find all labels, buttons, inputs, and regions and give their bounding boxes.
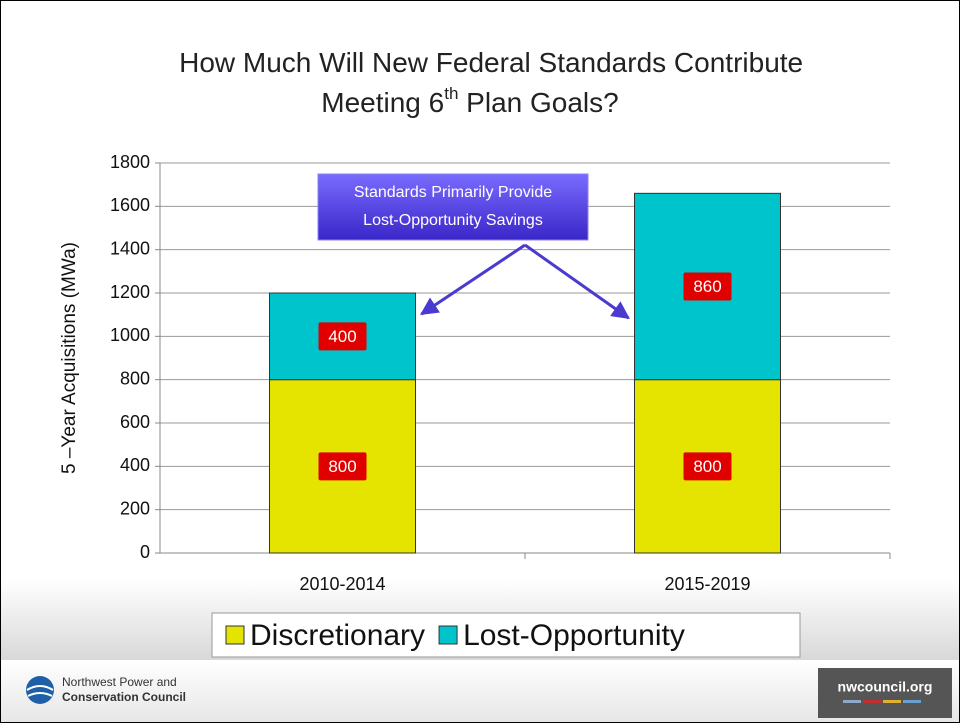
y-tick-label: 400	[120, 455, 150, 475]
chart-title: How Much Will New Federal Standards Cont…	[179, 47, 811, 118]
annotation-text: Lost-Opportunity Savings	[363, 212, 543, 229]
title-line: Meeting 6	[321, 87, 444, 118]
data-label: 400	[328, 327, 356, 346]
y-tick-label: 600	[120, 412, 150, 432]
data-label-box	[683, 452, 732, 481]
y-tick-label: 200	[120, 498, 150, 518]
data-label: 860	[693, 277, 721, 296]
data-label-box	[318, 322, 367, 351]
y-tick-label: 1200	[110, 282, 150, 302]
logo-waves	[26, 685, 54, 697]
footer-logo: Northwest Power and Conservation Council	[26, 675, 186, 704]
data-label-box	[683, 272, 732, 301]
y-tick-label: 1600	[110, 195, 150, 215]
data-label: 800	[693, 457, 721, 476]
stripe	[883, 700, 901, 703]
annotation-arrow	[524, 243, 630, 320]
y-tick-label: 0	[140, 542, 150, 562]
stripe	[863, 700, 881, 703]
logo-icon	[26, 676, 54, 704]
y-tick-label: 800	[120, 368, 150, 388]
data-label-box	[318, 452, 367, 481]
legend-swatch	[438, 625, 458, 645]
org-name: Northwest Power and	[62, 675, 177, 689]
annotation-arrow	[420, 243, 526, 316]
x-tick-label: 2010-2014	[299, 574, 385, 594]
title-line: Plan Goals?	[458, 87, 618, 118]
y-tick-label: 1400	[110, 238, 150, 258]
y-axis-label: 5 –Year Acquisitions (MWa)	[59, 242, 80, 474]
x-tick-label: 2015-2019	[664, 574, 750, 594]
y-tick-label: 1800	[110, 152, 150, 172]
legend-box	[211, 612, 801, 658]
data-label: 800	[328, 457, 356, 476]
website: nwcouncil.org	[838, 679, 933, 695]
legend-label: Discretionary	[250, 619, 425, 652]
title-superscript: th	[444, 84, 458, 103]
legend-label: Lost-Opportunity	[463, 619, 685, 652]
y-tick-label: 1000	[110, 325, 150, 345]
footer-band	[0, 660, 960, 723]
stripe	[903, 700, 921, 703]
legend-swatch	[225, 625, 245, 645]
annotation-box	[317, 173, 589, 241]
title-line: How Much Will New Federal Standards Cont…	[179, 47, 803, 78]
website-stripes	[843, 700, 921, 703]
website-box	[818, 668, 952, 718]
org-name: Conservation Council	[62, 690, 186, 704]
annotation-text: Standards Primarily Provide	[354, 184, 552, 201]
stripe	[843, 700, 861, 703]
